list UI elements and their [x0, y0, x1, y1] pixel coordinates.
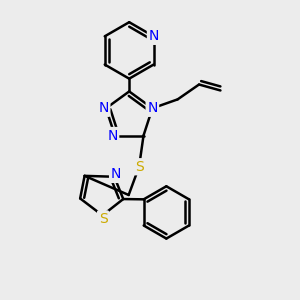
Text: S: S: [99, 212, 107, 226]
Text: N: N: [147, 101, 158, 115]
Text: N: N: [148, 29, 159, 43]
Text: N: N: [98, 101, 109, 115]
Text: N: N: [111, 167, 121, 182]
Text: N: N: [107, 128, 118, 142]
Text: S: S: [135, 160, 143, 174]
